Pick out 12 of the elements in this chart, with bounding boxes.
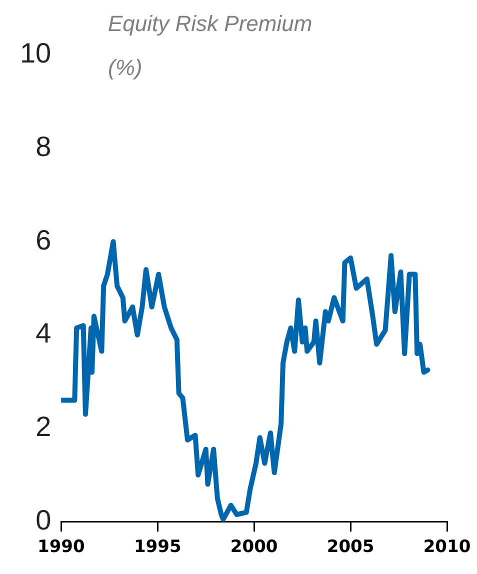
- y-tick-label: 10: [20, 38, 52, 69]
- x-tick-label: 1990: [37, 537, 85, 558]
- y-tick-label: 4: [36, 318, 52, 349]
- x-tick-label: 2005: [326, 537, 374, 558]
- y-tick-label: 8: [36, 131, 52, 162]
- x-tick-label: 1995: [134, 537, 182, 558]
- y-tick-label: 2: [36, 411, 52, 442]
- y-tick-label: 0: [36, 504, 52, 536]
- y-tick-label: 6: [36, 224, 52, 256]
- x-tick-label: 2000: [230, 537, 278, 558]
- y-axis-title: Equity Risk Premium (%): [108, 10, 314, 82]
- x-tick-label: 2010: [423, 537, 471, 558]
